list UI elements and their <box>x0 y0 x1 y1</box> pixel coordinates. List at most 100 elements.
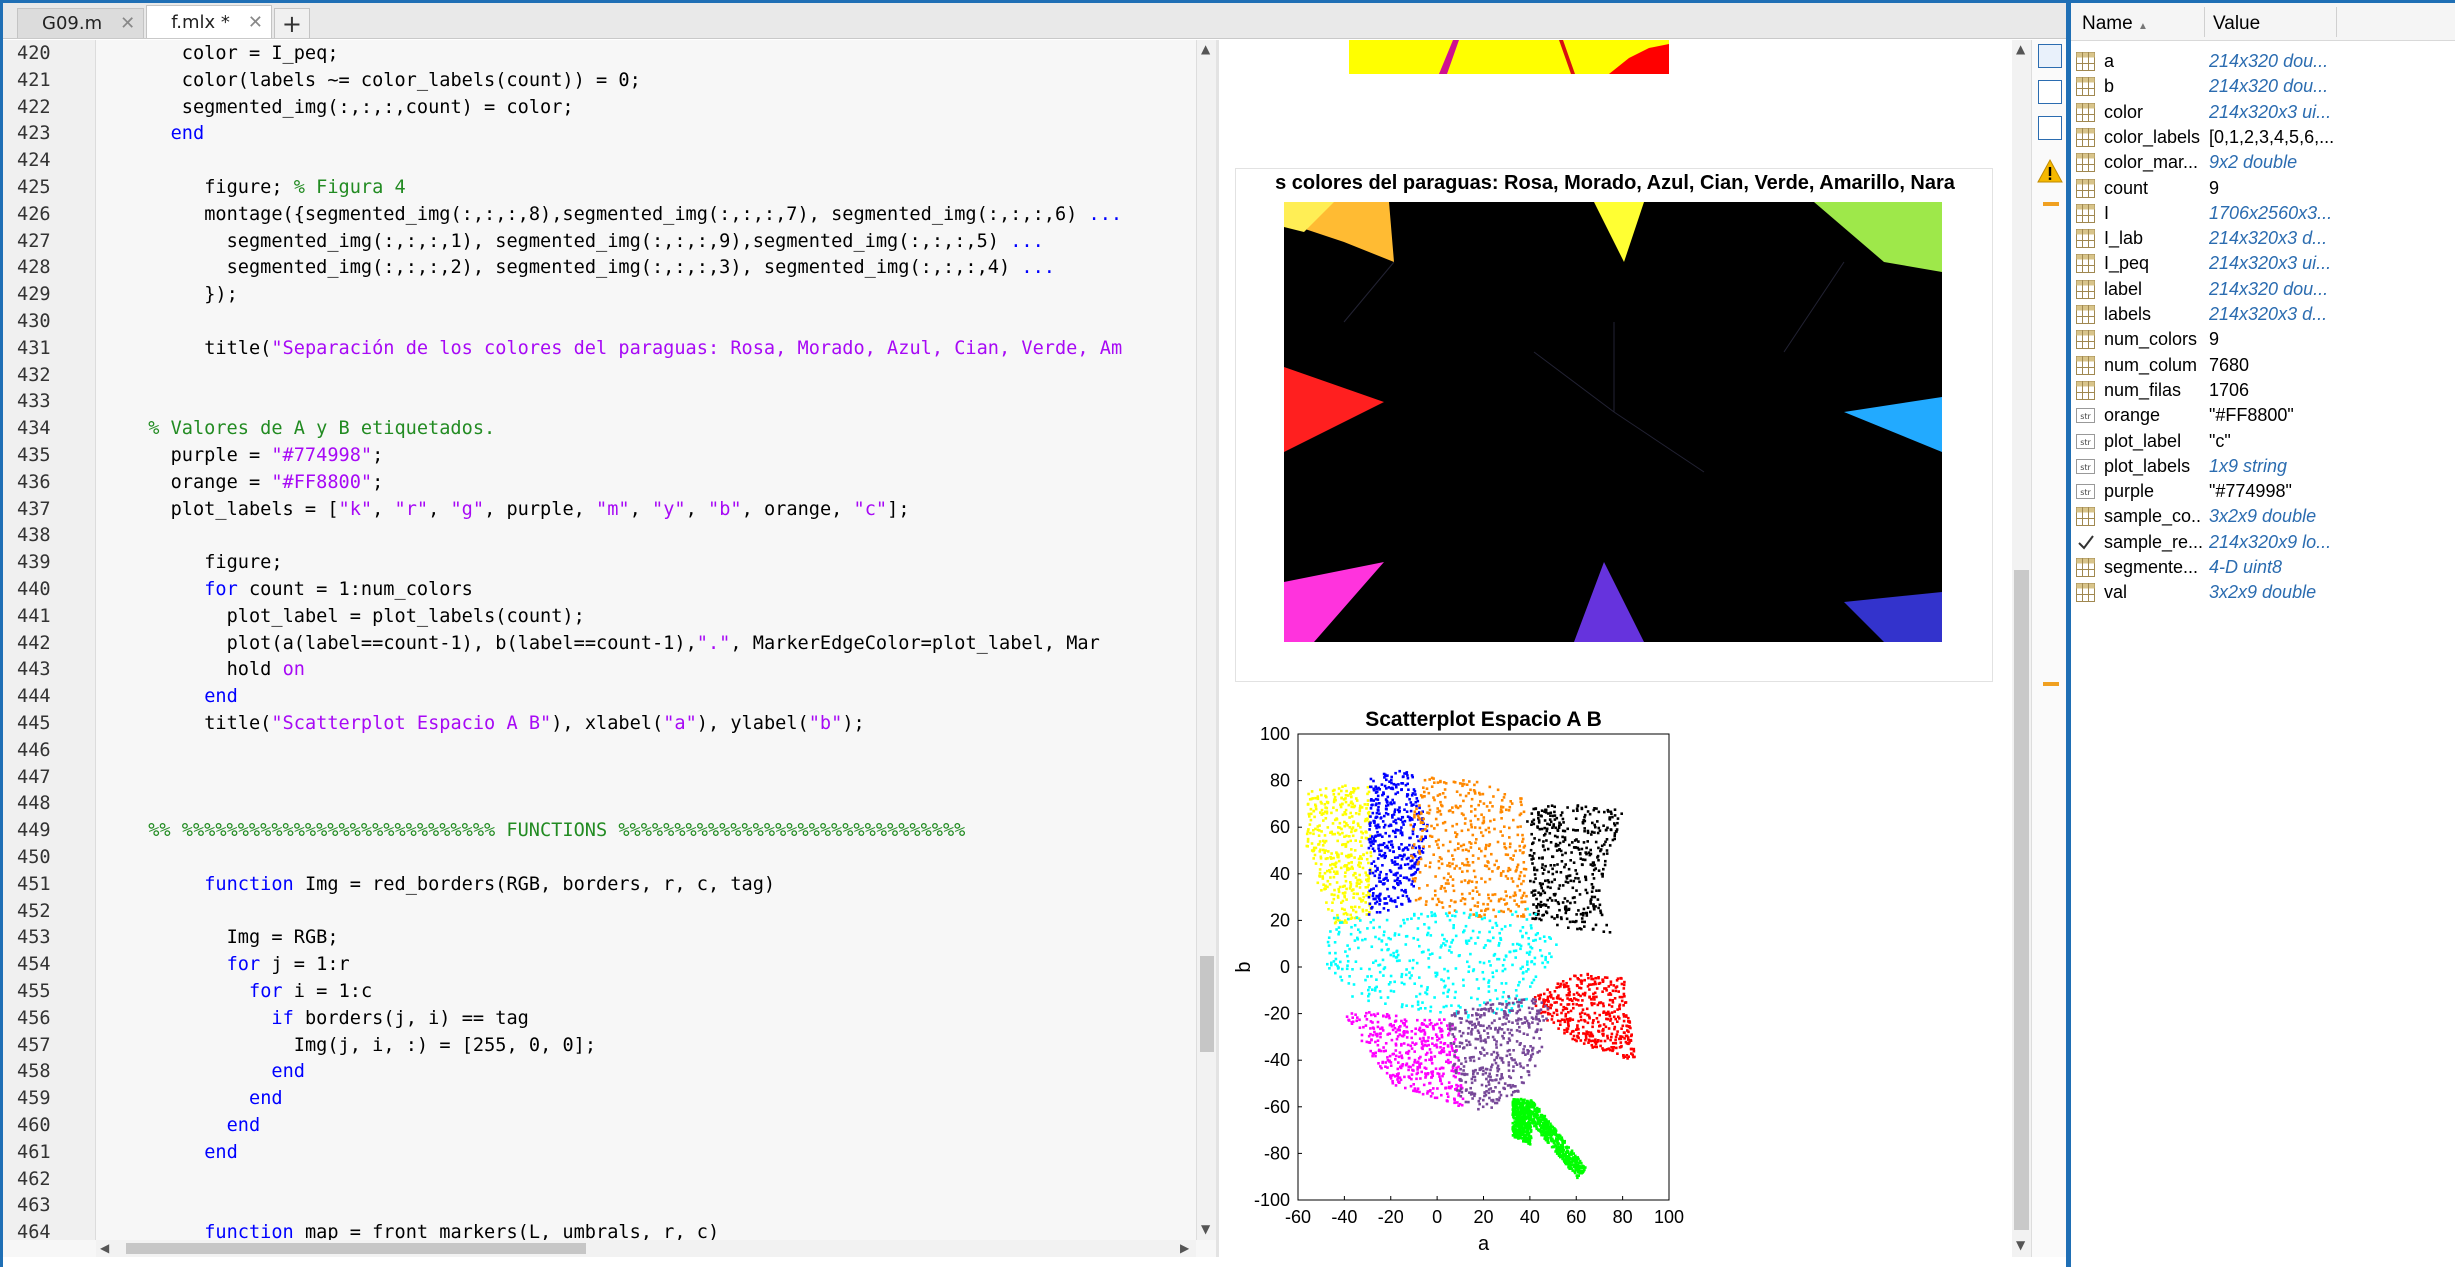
workspace-variable-row[interactable]: sample_re... 214x320x9 lo... <box>2071 530 2455 555</box>
close-icon[interactable]: ✕ <box>247 11 263 33</box>
code-line[interactable]: 431 title("Separación de los colores del … <box>3 335 1216 362</box>
workspace-variable-row[interactable]: num_colum 7680 <box>2071 353 2455 378</box>
code-line[interactable]: 444 end <box>3 683 1216 710</box>
code-line[interactable]: 463 <box>3 1192 1216 1219</box>
column-header-value[interactable]: Value <box>2213 13 2261 34</box>
code-line[interactable]: 450 <box>3 844 1216 871</box>
code-line[interactable]: 442 plot(a(label==count-1), b(label==coun… <box>3 630 1216 657</box>
workspace-variable-row[interactable]: str plot_label "c" <box>2071 429 2455 454</box>
code-line[interactable]: 420 color = I_peq; <box>3 40 1216 67</box>
panel-divider[interactable] <box>2066 0 2071 1267</box>
editor-horizontal-scrollbar[interactable]: ◀ ▶ <box>96 1240 1196 1257</box>
code-line[interactable]: 458 end <box>3 1058 1216 1085</box>
workspace-variable-row[interactable]: num_colors 9 <box>2071 327 2455 352</box>
code-line[interactable]: 462 <box>3 1166 1216 1193</box>
workspace-variable-row[interactable]: str orange "#FF8800" <box>2071 403 2455 428</box>
scroll-right-arrow-icon[interactable]: ▶ <box>1180 1241 1190 1255</box>
code-line[interactable]: 449%% %%%%%%%%%%%%%%%%%%%%%%%%%%%% FUNCT… <box>3 817 1216 844</box>
scroll-thumb[interactable] <box>1200 956 1214 1052</box>
code-line[interactable]: 425 figure; % Figura 4 <box>3 174 1216 201</box>
warning-marker[interactable] <box>2043 682 2059 686</box>
code-line[interactable]: 457 Img(j, i, :) = [255, 0, 0]; <box>3 1032 1216 1059</box>
column-divider[interactable] <box>2336 7 2337 37</box>
code-line[interactable]: 448 <box>3 790 1216 817</box>
code-line[interactable]: 464 function map = front_markers(L, umbra… <box>3 1219 1216 1246</box>
workspace-variable-row[interactable]: count 9 <box>2071 176 2455 201</box>
code-line[interactable]: 436 orange = "#FF8800"; <box>3 469 1216 496</box>
workspace-variable-row[interactable]: I_lab 214x320x3 d... <box>2071 226 2455 251</box>
code-line[interactable]: 427 segmented_img(:,:,:,1), segmented_img… <box>3 228 1216 255</box>
workspace-variable-row[interactable]: color_labels [0,1,2,3,4,5,6,... <box>2071 125 2455 150</box>
code-editor[interactable]: 420 color = I_peq; 421 color(labels ~= colo… <box>3 40 1216 1257</box>
editor-output-divider[interactable] <box>1216 40 1219 1257</box>
code-line[interactable]: 454 for j = 1:r <box>3 951 1216 978</box>
scroll-down-arrow-icon[interactable]: ▼ <box>2016 1238 2026 1252</box>
code-line[interactable]: 437 plot_labels = ["k", "r", "g", purple,… <box>3 496 1216 523</box>
code-line[interactable]: 438 <box>3 522 1216 549</box>
column-header-name[interactable]: Name ▲ <box>2082 13 2148 35</box>
code-line[interactable]: 435 purple = "#774998"; <box>3 442 1216 469</box>
workspace-variable-row[interactable]: color_mar... 9x2 double <box>2071 150 2455 175</box>
code-line[interactable]: 421 color(labels ~= color_labels(count)) … <box>3 67 1216 94</box>
workspace-variable-row[interactable]: label 214x320 dou... <box>2071 277 2455 302</box>
tab-f-mlx[interactable]: f.mlx * ✕ <box>146 5 272 38</box>
code-line[interactable]: 439 figure; <box>3 549 1216 576</box>
scroll-up-arrow-icon[interactable]: ▲ <box>2016 42 2026 56</box>
scatter-point <box>1476 905 1479 908</box>
workspace-variable-row[interactable]: labels 214x320x3 d... <box>2071 302 2455 327</box>
code-line[interactable]: 429}); <box>3 281 1216 308</box>
code-line[interactable]: 461 end <box>3 1139 1216 1166</box>
code-line[interactable]: 453 Img = RGB; <box>3 924 1216 951</box>
warning-marker[interactable] <box>2043 202 2059 206</box>
code-line[interactable]: 434% Valores de A y B etiquetados. <box>3 415 1216 442</box>
editor-vertical-scrollbar[interactable]: ▲ ▼ <box>1196 40 1216 1240</box>
code-line[interactable]: 451 function Img = red_borders(RGB, borde… <box>3 871 1216 898</box>
code-line[interactable]: 432 <box>3 362 1216 389</box>
column-divider[interactable] <box>2204 7 2205 37</box>
code-line[interactable]: 459 end <box>3 1085 1216 1112</box>
code-line[interactable]: 440 for count = 1:num_colors <box>3 576 1216 603</box>
code-line[interactable]: 452 <box>3 898 1216 925</box>
scroll-thumb[interactable] <box>126 1243 586 1254</box>
code-line[interactable]: 428 segmented_img(:,:,:,2), segmented_img… <box>3 254 1216 281</box>
scroll-down-arrow-icon[interactable]: ▼ <box>1201 1222 1211 1236</box>
code-area[interactable] <box>96 40 1196 1240</box>
output-vertical-scrollbar[interactable]: ▲ ▼ <box>2012 40 2031 1257</box>
workspace-variable-row[interactable]: I_peq 214x320x3 ui... <box>2071 251 2455 276</box>
code-line[interactable]: 443 hold on <box>3 656 1216 683</box>
workspace-variable-row[interactable]: str plot_labels 1x9 string <box>2071 454 2455 479</box>
output-on-right-icon[interactable] <box>2038 44 2062 68</box>
code-line[interactable]: 455 for i = 1:c <box>3 978 1216 1005</box>
tab-g09[interactable]: G09.m ✕ <box>17 8 145 38</box>
workspace-variable-row[interactable]: num_filas 1706 <box>2071 378 2455 403</box>
scroll-left-arrow-icon[interactable]: ◀ <box>100 1241 110 1255</box>
code-line[interactable]: 424 <box>3 147 1216 174</box>
close-icon[interactable]: ✕ <box>120 13 136 34</box>
workspace-variable-row[interactable]: b 214x320 dou... <box>2071 74 2455 99</box>
workspace-variable-row[interactable]: segmente... 4-D uint8 <box>2071 555 2455 580</box>
code-line[interactable]: 446 <box>3 737 1216 764</box>
scroll-up-arrow-icon[interactable]: ▲ <box>1201 42 1211 56</box>
code-line[interactable]: 441 plot_label = plot_labels(count); <box>3 603 1216 630</box>
code-line[interactable]: 447 <box>3 764 1216 791</box>
workspace-variable-row[interactable]: val 3x2x9 double <box>2071 580 2455 605</box>
workspace-variable-row[interactable]: a 214x320 dou... <box>2071 49 2455 74</box>
warning-icon[interactable] <box>2037 158 2063 184</box>
scatter-point <box>1416 1068 1419 1071</box>
workspace-variable-row[interactable]: str purple "#774998" <box>2071 479 2455 504</box>
code-line[interactable]: 430 <box>3 308 1216 335</box>
hide-code-icon[interactable] <box>2038 116 2062 140</box>
workspace-variable-row[interactable]: color 214x320x3 ui... <box>2071 100 2455 125</box>
scroll-thumb[interactable] <box>2014 570 2029 1230</box>
code-line[interactable]: 423 end <box>3 120 1216 147</box>
code-line[interactable]: 456 if borders(j, i) == tag <box>3 1005 1216 1032</box>
workspace-variable-row[interactable]: sample_co... 3x2x9 double <box>2071 504 2455 529</box>
add-tab-button[interactable]: + <box>273 8 310 38</box>
code-line[interactable]: 445 title("Scatterplot Espacio A B"), xla… <box>3 710 1216 737</box>
code-line[interactable]: 433 <box>3 388 1216 415</box>
code-line[interactable]: 426 montage({segmented_img(:,:,:,8),segme… <box>3 201 1216 228</box>
workspace-variable-row[interactable]: I 1706x2560x3... <box>2071 201 2455 226</box>
code-line[interactable]: 422 segmented_img(:,:,:,count) = color; <box>3 94 1216 121</box>
output-inline-icon[interactable] <box>2038 80 2062 104</box>
code-line[interactable]: 460 end <box>3 1112 1216 1139</box>
